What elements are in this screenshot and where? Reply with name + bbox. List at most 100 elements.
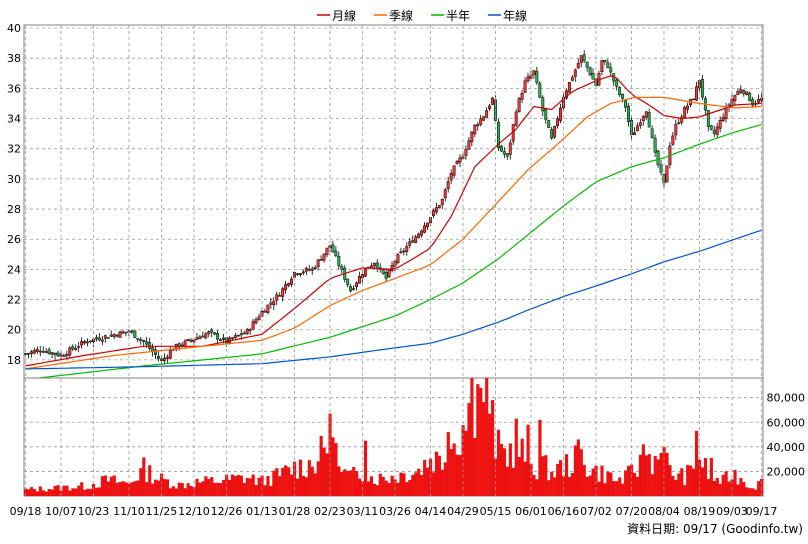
candle-body [133,330,137,338]
candle-body [358,275,361,284]
candle-body [757,99,761,103]
volume-tick-label: 60,000 [767,416,806,429]
volume-bar [310,466,314,496]
candle-body [437,205,441,208]
volume-bar [319,435,323,496]
candle-body [186,339,190,341]
candle-body [514,111,518,126]
candle-body [263,310,267,313]
volume-bar [585,476,589,496]
volume-bar [366,481,371,496]
volume-bar [372,483,376,496]
volume-bar [35,491,39,496]
volume-bar [567,476,572,496]
volume-bar [328,413,332,496]
candle-body [588,67,592,75]
volume-bar [718,483,722,496]
volume-bar [157,480,161,496]
price-tick-label: 38 [7,52,21,65]
volume-bar [378,473,382,496]
candle-body [136,338,140,340]
candle-body [340,265,344,270]
candle-body [517,98,521,112]
volume-bar [582,464,586,496]
candle-body [396,254,400,264]
volume-bar [186,483,190,496]
candle-body [508,142,512,155]
candle-body [479,118,483,125]
candle-body [470,131,474,143]
volume-bar [201,481,205,496]
candle-body [550,129,554,139]
candle-body [236,334,240,337]
candle-body [222,337,225,340]
volume-bar [121,481,125,496]
volume-bar [210,477,214,496]
volume-bar [668,465,672,496]
candle-body [77,346,81,348]
candle-body [724,107,728,119]
candle-body [201,335,205,338]
candle-body [411,240,415,243]
candle-body [621,93,625,99]
date-tick-label: 10/23 [78,505,110,518]
volume-bar [570,472,575,496]
volume-bar [703,458,708,496]
volume-bar [597,481,601,496]
volume-bar [130,482,134,496]
volume-tick-label: 40,000 [767,441,806,454]
candle-body [387,269,391,278]
price-plot-area [23,24,764,379]
price-tick-label: 22 [7,294,21,307]
candle-body [627,105,630,122]
date-tick-label: 08/19 [684,505,716,518]
volume-bar [739,477,743,496]
candle-body [97,337,101,341]
volume-bar [159,473,164,496]
candle-body [606,62,610,68]
candle-body [671,135,675,145]
volume-bar [508,443,512,496]
volume-bar [180,482,184,496]
candle-body [695,86,698,101]
volume-bar [520,438,524,496]
volume-bar [692,468,696,496]
candle-body [408,241,412,246]
candle-body [420,230,424,236]
candle-body [157,355,160,359]
price-tick-label: 28 [7,203,21,216]
date-tick-label: 11/10 [113,505,145,518]
volume-bar [94,487,99,496]
volume-bar [727,481,731,496]
volume-bar [278,476,282,496]
candle-body [41,351,45,353]
candle-body [476,124,480,127]
volume-bar [423,460,427,496]
volume-bar [207,479,211,496]
volume-bar [266,475,270,496]
candle-body [600,60,604,72]
volume-bar [390,475,394,496]
volume-bar [89,488,93,496]
volume-bar [647,454,651,496]
date-tick-label: 06/01 [515,505,547,518]
volume-bar [174,488,178,496]
volume-bar [715,477,719,496]
candle-body [192,339,196,343]
candle-body [275,294,279,301]
candle-body [162,357,166,362]
volume-bar [496,429,501,496]
date-tick-label: 07/02 [580,505,612,518]
volume-bar [225,474,229,496]
date-tick-label: 09/03 [716,505,748,518]
volume-bar [298,459,303,496]
candle-body [485,110,489,118]
candle-body [322,253,326,261]
candle-body [177,343,181,348]
volume-bar [674,480,678,496]
volume-bar [612,481,616,496]
volume-bar [83,489,87,496]
volume-bar [576,439,580,496]
candle-body [254,319,258,324]
volume-bar [476,384,480,496]
